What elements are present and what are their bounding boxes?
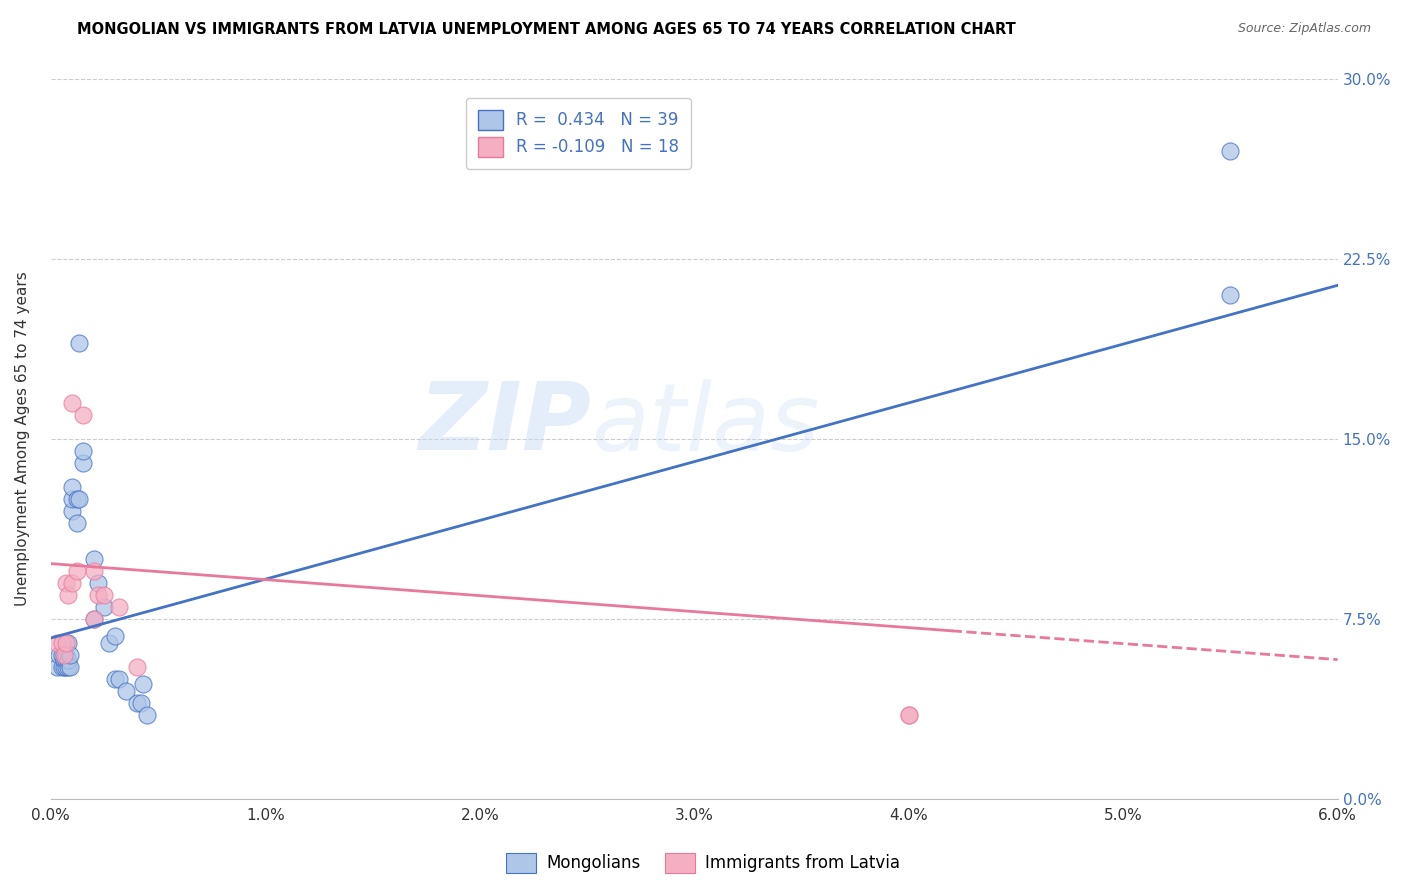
Point bbox=[60, 504, 83, 518]
Point bbox=[97, 636, 120, 650]
Point bbox=[60, 396, 83, 410]
Text: ZIP: ZIP bbox=[419, 378, 592, 470]
Legend: Mongolians, Immigrants from Latvia: Mongolians, Immigrants from Latvia bbox=[499, 847, 907, 880]
Point bbox=[1219, 288, 1241, 302]
Point bbox=[65, 491, 87, 506]
Point bbox=[46, 660, 69, 674]
Point bbox=[115, 683, 138, 698]
Point bbox=[897, 707, 920, 722]
Point bbox=[59, 648, 82, 662]
Point bbox=[125, 660, 148, 674]
Point bbox=[93, 599, 115, 614]
Point bbox=[104, 672, 127, 686]
Point bbox=[67, 335, 90, 350]
Point bbox=[108, 599, 131, 614]
Point bbox=[93, 588, 115, 602]
Point bbox=[1219, 144, 1241, 158]
Point bbox=[132, 676, 155, 690]
Point bbox=[59, 660, 82, 674]
Point bbox=[72, 408, 94, 422]
Text: Source: ZipAtlas.com: Source: ZipAtlas.com bbox=[1237, 22, 1371, 36]
Point bbox=[56, 588, 79, 602]
Text: MONGOLIAN VS IMMIGRANTS FROM LATVIA UNEMPLOYMENT AMONG AGES 65 TO 74 YEARS CORRE: MONGOLIAN VS IMMIGRANTS FROM LATVIA UNEM… bbox=[77, 22, 1017, 37]
Point bbox=[52, 660, 75, 674]
Point bbox=[55, 648, 77, 662]
Point bbox=[56, 660, 79, 674]
Point bbox=[52, 652, 75, 666]
Point bbox=[125, 696, 148, 710]
Point bbox=[60, 575, 83, 590]
Point bbox=[83, 564, 105, 578]
Point bbox=[72, 443, 94, 458]
Point bbox=[55, 636, 77, 650]
Point bbox=[83, 612, 105, 626]
Point bbox=[55, 660, 77, 674]
Point bbox=[83, 551, 105, 566]
Point bbox=[83, 612, 105, 626]
Text: atlas: atlas bbox=[592, 379, 820, 470]
Point bbox=[55, 575, 77, 590]
Point bbox=[87, 588, 110, 602]
Point bbox=[897, 707, 920, 722]
Point bbox=[65, 516, 87, 530]
Point bbox=[46, 636, 69, 650]
Point bbox=[52, 648, 75, 662]
Point bbox=[108, 672, 131, 686]
Point bbox=[51, 660, 73, 674]
Point bbox=[51, 636, 73, 650]
Point bbox=[60, 491, 83, 506]
Point bbox=[48, 648, 70, 662]
Point bbox=[87, 575, 110, 590]
Point bbox=[67, 491, 90, 506]
Legend: R =  0.434   N = 39, R = -0.109   N = 18: R = 0.434 N = 39, R = -0.109 N = 18 bbox=[467, 98, 690, 169]
Point bbox=[72, 456, 94, 470]
Point bbox=[52, 648, 75, 662]
Point bbox=[129, 696, 152, 710]
Point bbox=[136, 707, 159, 722]
Point bbox=[55, 652, 77, 666]
Point bbox=[65, 564, 87, 578]
Point bbox=[56, 652, 79, 666]
Point bbox=[60, 480, 83, 494]
Point bbox=[51, 648, 73, 662]
Point bbox=[56, 636, 79, 650]
Point bbox=[104, 629, 127, 643]
Y-axis label: Unemployment Among Ages 65 to 74 years: Unemployment Among Ages 65 to 74 years bbox=[15, 271, 30, 607]
